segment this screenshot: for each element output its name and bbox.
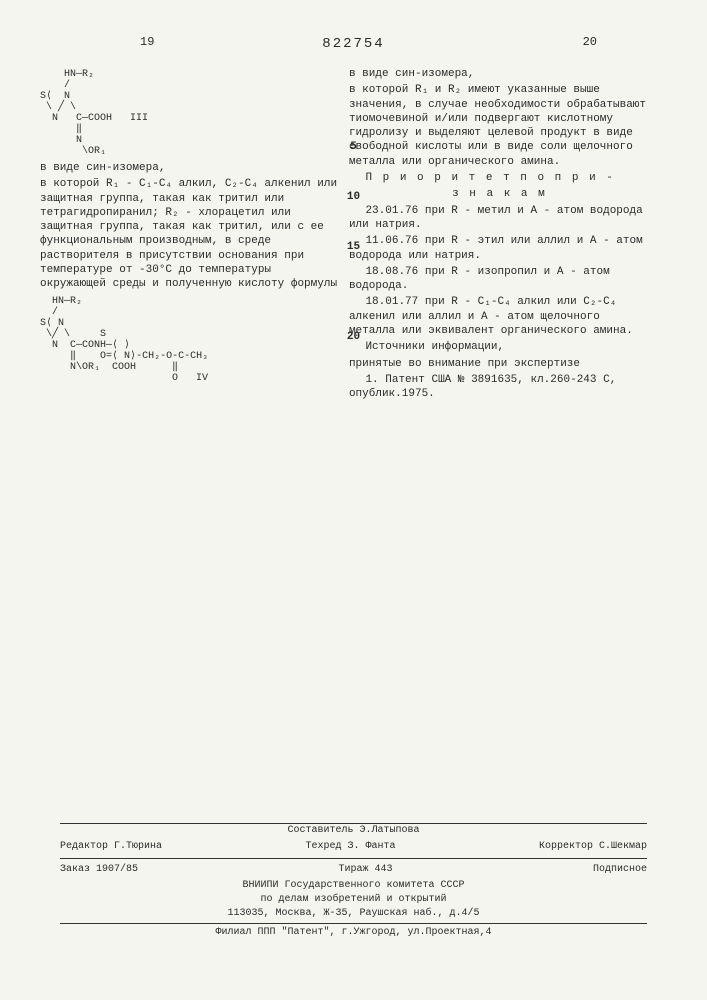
sources-title: Источники информации, [349, 340, 650, 354]
chemical-formula-2: НN—R₂ / S⟨ N \╱ \ S N C—CONH—⟨ ⟩ ‖ O=⟨ N… [40, 296, 341, 384]
org-line-1: ВНИИПИ Государственного комитета СССР [60, 879, 647, 893]
corrector-credit: Корректор С.Шекмар [539, 840, 647, 854]
credits-row: Редактор Г.Тюрина Техред З. Фанта Коррек… [60, 838, 647, 856]
editor-credit: Редактор Г.Тюрина [60, 840, 162, 854]
priority-item-3: 18.08.76 при R - изопропил и A - атом во… [349, 265, 650, 294]
org-line-2: по делам изобретений и открытий [60, 893, 647, 907]
priority-item-2: 11.06.76 при R - этил или аллил и A - ат… [349, 234, 650, 263]
tirage: Тираж 443 [338, 863, 392, 877]
address-1: 113035, Москва, Ж-35, Раушская наб., д.4… [60, 907, 647, 921]
document-number: 822754 [322, 35, 384, 53]
text-description-1: в которой R₁ - C₁-C₄ алкил, C₂-C₄ алкени… [40, 177, 341, 291]
right-column: в виде син-изомера, в которой R₁ и R₂ им… [349, 65, 650, 404]
line-number: 5 [350, 140, 357, 154]
chemical-formula-1: НN—R₂ / S⟨ N \ ╱ \ N C—COOH III ‖ N \OR₁ [40, 69, 341, 157]
branch-address: Филиал ППП "Патент", г.Ужгород, ул.Проек… [60, 926, 647, 940]
source-item-1: 1. Патент США № 3891635, кл.260-243 С, о… [349, 373, 650, 402]
left-column: НN—R₂ / S⟨ N \ ╱ \ N C—COOH III ‖ N \OR₁… [40, 65, 341, 404]
sources-subtitle: принятые во внимание при экспертизе [349, 357, 650, 371]
subscription: Подписное [593, 863, 647, 877]
techred-credit: Техред З. Фанта [305, 840, 395, 854]
line-number: 20 [347, 330, 360, 344]
priority-item-1: 23.01.76 при R - метил и A - атом водоро… [349, 204, 650, 233]
text-description-2: в которой R₁ и R₂ имеют указанные выше з… [349, 83, 650, 169]
order-row: Заказ 1907/85 Тираж 443 Подписное [60, 861, 647, 879]
line-number: 10 [347, 190, 360, 204]
priority-subtitle: з н а к а м [349, 187, 650, 201]
content-columns: НN—R₂ / S⟨ N \ ╱ \ N C—COOH III ‖ N \OR₁… [40, 65, 667, 404]
line-number: 15 [347, 240, 360, 254]
page-number-left: 19 [140, 35, 154, 51]
priority-item-4: 18.01.77 при R - C₁-C₄ алкил или C₂-C₄ а… [349, 295, 650, 338]
compiler-credit: Составитель Э.Латыпова [60, 824, 647, 838]
text-syn-isomer-2: в виде син-изомера, [349, 67, 650, 81]
text-syn-isomer-1: в виде син-изомера, [40, 161, 341, 175]
footer: Составитель Э.Латыпова Редактор Г.Тюрина… [60, 823, 647, 940]
order-number: Заказ 1907/85 [60, 863, 138, 877]
page-number-right: 20 [583, 35, 597, 51]
priority-title: П р и о р и т е т п о п р и - [349, 171, 650, 185]
